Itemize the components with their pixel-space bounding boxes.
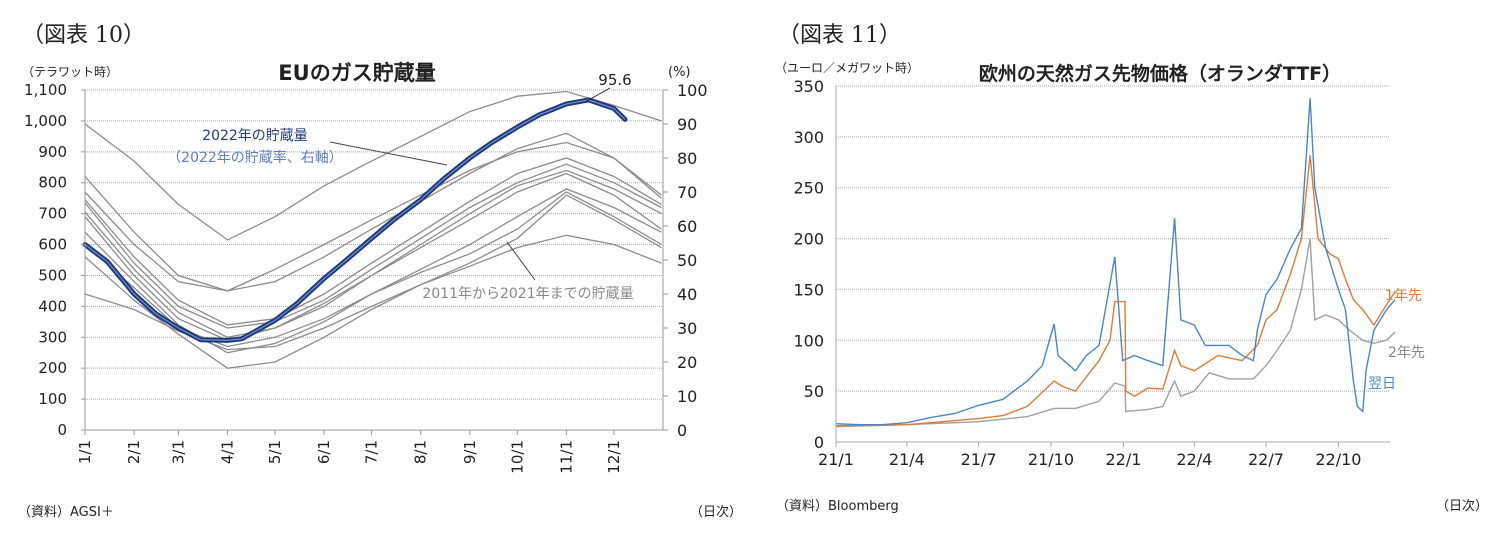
y2-tick-label: 40 [677, 285, 697, 304]
x-unit-label: （日次） [690, 504, 742, 520]
y-tick-label: 50 [804, 382, 824, 401]
y2-tick-label: 100 [677, 81, 708, 100]
y-axis-label: （テラワット時） [22, 65, 118, 79]
y2-tick-label: 70 [677, 183, 697, 202]
x-tick-label: 21/7 [961, 450, 997, 469]
x-tick-label: 2/1 [125, 440, 143, 464]
chart-title: 欧州の天然ガス先物価格（オランダTTF） [979, 62, 1341, 85]
legend-dayahead: 翌日 [1368, 376, 1396, 392]
x-tick-label: 10/1 [508, 440, 526, 474]
y-tick-label: 600 [38, 236, 67, 254]
y-tick-label: 800 [38, 174, 67, 192]
figure-label: （図表 10） [22, 23, 145, 48]
x-tick-label: 22/10 [1315, 450, 1361, 469]
source-note: （資料）Bloomberg [776, 499, 899, 514]
series-line-1年先 [835, 155, 1396, 427]
x-tick-label: 8/1 [412, 440, 430, 464]
annotation-history: 2011年から2021年までの貯蔵量 [422, 286, 633, 302]
x-tick-label: 21/10 [1028, 450, 1074, 469]
peak-label: 95.6 [598, 71, 631, 89]
y-tick-label: 350 [793, 77, 824, 96]
y-tick-label: 300 [38, 328, 67, 346]
y-tick-label: 0 [57, 421, 67, 439]
y2-tick-label: 90 [677, 115, 697, 134]
y-tick-label: 1,100 [24, 81, 67, 99]
current-2022-line-highlight [84, 99, 626, 342]
annotation-history-arrow [506, 241, 536, 281]
y-tick-label: 1,000 [24, 112, 67, 130]
annotation-2022: 2022年の貯蔵量 [202, 128, 308, 144]
x-tick-label: 6/1 [315, 440, 333, 464]
x-tick-label: 21/4 [889, 450, 925, 469]
x-tick-label: 3/1 [169, 440, 187, 464]
series-line-2年先 [835, 238, 1396, 428]
history-line [84, 157, 662, 326]
y-tick-label: 250 [793, 179, 824, 198]
y-tick-label: 100 [793, 331, 824, 350]
y-tick-label: 100 [38, 390, 67, 408]
series-line-翌日 [835, 98, 1396, 426]
history-line [84, 90, 662, 241]
y2-tick-label: 30 [677, 319, 697, 338]
eu-gas-storage-chart: （図表 10） EUのガス貯蔵量 （テラワット時） (%) 0100200300… [18, 23, 742, 520]
y-axis-label: （ユーロ／メガワット時） [775, 61, 919, 75]
history-line [84, 163, 662, 329]
x-tick-label: 7/1 [363, 440, 381, 464]
annotation-2022-arrow [329, 141, 448, 166]
history-line [84, 172, 662, 342]
y2-tick-label: 20 [677, 353, 697, 372]
chart-title: EUのガス貯蔵量 [278, 61, 435, 85]
x-tick-label: 22/1 [1105, 450, 1141, 469]
ttf-price-chart: （図表 11） 欧州の天然ガス先物価格（オランダTTF） （ユーロ／メガワット時… [775, 23, 1488, 514]
legend-1year: 1年先 [1385, 288, 1422, 304]
history-line [84, 141, 662, 292]
y2-tick-label: 10 [677, 387, 697, 406]
x-tick-label: 1/1 [76, 440, 94, 464]
history-line [84, 234, 662, 351]
y2-tick-label: 80 [677, 149, 697, 168]
peak-leader [584, 87, 611, 103]
x-tick-label: 9/1 [461, 440, 479, 464]
x-tick-label: 5/1 [266, 440, 284, 464]
y2-tick-label: 50 [677, 251, 697, 270]
x-tick-label: 22/7 [1248, 450, 1284, 469]
legend-2year: 2年先 [1388, 345, 1425, 361]
annotation-2022-sub: （2022年の貯蔵率、右軸） [167, 149, 343, 166]
y-tick-label: 200 [793, 230, 824, 249]
y2-tick-label: 0 [677, 421, 687, 440]
y-tick-label: 700 [38, 205, 67, 223]
y2-axis-label: (%) [668, 65, 691, 80]
figure-label: （図表 11） [778, 23, 901, 48]
x-tick-label: 21/1 [818, 450, 854, 469]
x-tick-label: 4/1 [219, 440, 237, 464]
x-tick-label: 22/4 [1176, 450, 1212, 469]
y-tick-label: 200 [38, 359, 67, 377]
y-tick-label: 0 [814, 433, 824, 452]
source-note: （資料）AGSI＋ [18, 505, 114, 520]
y2-tick-label: 60 [677, 217, 697, 236]
history-line [84, 132, 662, 292]
x-tick-label: 11/1 [557, 440, 575, 474]
history-line [84, 194, 662, 369]
y-tick-label: 400 [38, 297, 67, 315]
x-tick-label: 12/1 [605, 440, 623, 474]
y-tick-label: 150 [793, 280, 824, 299]
y-tick-label: 900 [38, 143, 67, 161]
x-unit-label: （日次） [1436, 498, 1488, 514]
y-tick-label: 500 [38, 266, 67, 284]
y-tick-label: 300 [793, 128, 824, 147]
